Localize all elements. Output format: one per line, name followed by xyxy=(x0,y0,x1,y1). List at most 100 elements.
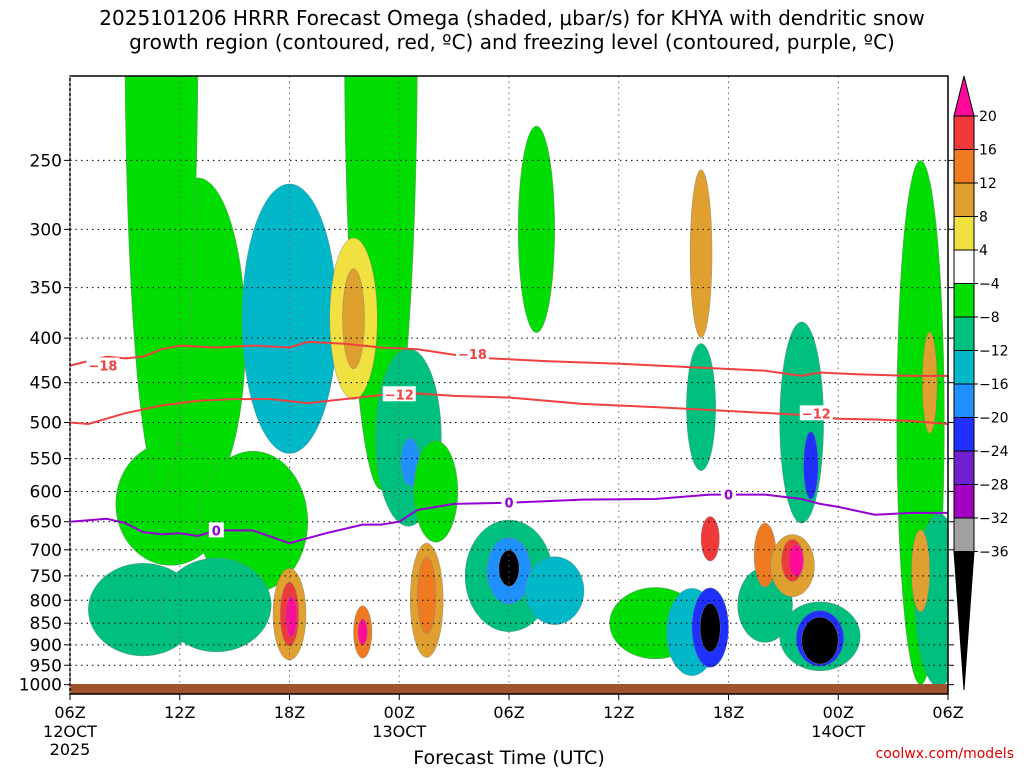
x-tick-label-2: 18Z xyxy=(274,703,305,722)
colorbar-label-6: −8 xyxy=(979,310,1000,326)
omega-cell-7 xyxy=(124,76,199,490)
colorbar-segment-bottom xyxy=(953,551,975,691)
omega-cell-27 xyxy=(803,431,819,500)
colorbar-label-5: −4 xyxy=(979,277,1000,293)
x-tick-label-1: 12Z xyxy=(164,703,195,722)
colorbar-segment-2 xyxy=(953,149,975,184)
contour-label-bg-5 xyxy=(501,494,517,510)
x-tick-label-3: 00Z xyxy=(384,703,415,722)
colorbar-segment-8 xyxy=(953,350,975,385)
contour-label-bg-4 xyxy=(208,522,224,538)
temperature-contours: −18 −18 −12 −12 0 0 0 xyxy=(70,340,948,545)
y-tick-label-250: 250 xyxy=(30,151,62,171)
contour-label-1: −18 xyxy=(458,348,487,363)
x-year-label-0: 2025 xyxy=(50,740,91,759)
y-tick-label-450: 450 xyxy=(30,374,62,394)
colorbar-segment-4 xyxy=(953,216,975,251)
x-tick-label-6: 18Z xyxy=(713,703,744,722)
colorbar-label-12: −32 xyxy=(979,511,1009,527)
contour-label-6: 0 xyxy=(724,489,733,504)
colorbar-label-9: −20 xyxy=(979,411,1009,427)
colorbar-segment-9 xyxy=(953,383,975,418)
colorbar-segment-6 xyxy=(953,283,975,318)
contour-label-2: −12 xyxy=(385,388,414,403)
y-axis: 2503003504004505005506006507007508008509… xyxy=(19,151,954,696)
colorbar-segment-12 xyxy=(953,484,975,519)
y-tick-label-1000: 1000 xyxy=(19,676,62,696)
chart-title-line1: 2025101206 HRRR Forecast Omega (shaded, … xyxy=(99,6,925,30)
omega-cell-21 xyxy=(686,343,716,471)
x-tick-label-5: 12Z xyxy=(603,703,634,722)
contour--18C xyxy=(70,340,948,377)
x-date-label-3: 13OCT xyxy=(372,722,426,741)
ground-surface xyxy=(70,684,948,694)
colorbar-segment-13 xyxy=(953,517,975,552)
y-tick-label-750: 750 xyxy=(30,567,62,587)
y-tick-label-300: 300 xyxy=(30,220,62,240)
x-tick-label-0: 06Z xyxy=(54,703,85,722)
y-tick-label-650: 650 xyxy=(30,513,62,533)
contour-label-0: −18 xyxy=(88,359,117,374)
ground-strip xyxy=(70,684,948,694)
omega-cell-20 xyxy=(699,603,721,653)
contour-label-4: 0 xyxy=(212,524,221,539)
colorbar-segment-3 xyxy=(953,182,975,217)
omega-cell-25 xyxy=(801,616,839,665)
colorbar-label-10: −24 xyxy=(979,444,1009,460)
contour-label-bg-3 xyxy=(799,405,833,421)
contour-label-bg-6 xyxy=(721,486,736,502)
colorbar-label-0: 20 xyxy=(979,109,997,125)
x-tick-label-8: 06Z xyxy=(932,703,963,722)
colorbar-label-7: −12 xyxy=(979,344,1009,360)
colorbar-segment-11 xyxy=(953,450,975,485)
omega-cell-32 xyxy=(285,595,298,638)
y-tick-label-900: 900 xyxy=(30,636,62,656)
colorbar-label-4: 4 xyxy=(979,243,988,259)
x-tick-label-7: 00Z xyxy=(823,703,854,722)
omega-cell-16 xyxy=(413,440,458,543)
colorbar-segment-1 xyxy=(953,115,975,150)
colorbar: 20 16 12 8 4 −4 −8 −12 −16 −20 −24 −28 −32 −36 xyxy=(953,75,1009,691)
y-tick-label-400: 400 xyxy=(30,329,62,349)
omega-cell-38 xyxy=(342,268,365,369)
x-tick-label-4: 06Z xyxy=(493,703,524,722)
colorbar-label-11: −28 xyxy=(979,478,1009,494)
colorbar-segment-5 xyxy=(953,249,975,284)
credit-link[interactable]: coolwx.com/models xyxy=(875,746,1014,762)
y-tick-label-350: 350 xyxy=(30,279,62,299)
x-date-label-0: 12OCT xyxy=(43,722,97,741)
colorbar-label-1: 16 xyxy=(979,143,997,159)
y-tick-label-800: 800 xyxy=(30,591,62,611)
omega-shading xyxy=(88,76,948,688)
y-tick-label-500: 500 xyxy=(30,414,62,434)
contour-label-3: −12 xyxy=(802,407,831,422)
chart-title-line2: growth region (contoured, red, ºC) and f… xyxy=(129,30,895,54)
omega-cell-40 xyxy=(700,516,720,562)
contour-label-bg-1 xyxy=(455,345,489,361)
colorbar-label-13: −36 xyxy=(979,545,1009,561)
contour-label-bg-0 xyxy=(86,357,120,373)
omega-cell-45 xyxy=(911,529,930,613)
y-tick-label-700: 700 xyxy=(30,541,62,561)
colorbar-label-3: 8 xyxy=(979,210,988,226)
y-tick-label-950: 950 xyxy=(30,656,62,676)
contour-label-bg-2 xyxy=(382,386,416,402)
y-tick-label-600: 600 xyxy=(30,482,62,502)
colorbar-label-8: −16 xyxy=(979,377,1009,393)
colorbar-segment-7 xyxy=(953,316,975,351)
y-tick-label-850: 850 xyxy=(30,614,62,634)
contour-label-5: 0 xyxy=(504,497,513,512)
colorbar-segment-10 xyxy=(953,417,975,452)
omega-cell-6 xyxy=(161,557,272,653)
x-date-label-7: 14OCT xyxy=(811,722,865,741)
omega-cell-15 xyxy=(525,556,585,625)
x-axis-label: Forecast Time (UTC) xyxy=(413,747,604,768)
omega-cell-39 xyxy=(689,169,713,339)
colorbar-segment-top xyxy=(953,75,975,117)
colorbar-label-2: 12 xyxy=(979,176,997,192)
omega-cell-36 xyxy=(417,556,437,635)
y-tick-label-550: 550 xyxy=(30,450,62,470)
contour-0C xyxy=(70,493,948,545)
